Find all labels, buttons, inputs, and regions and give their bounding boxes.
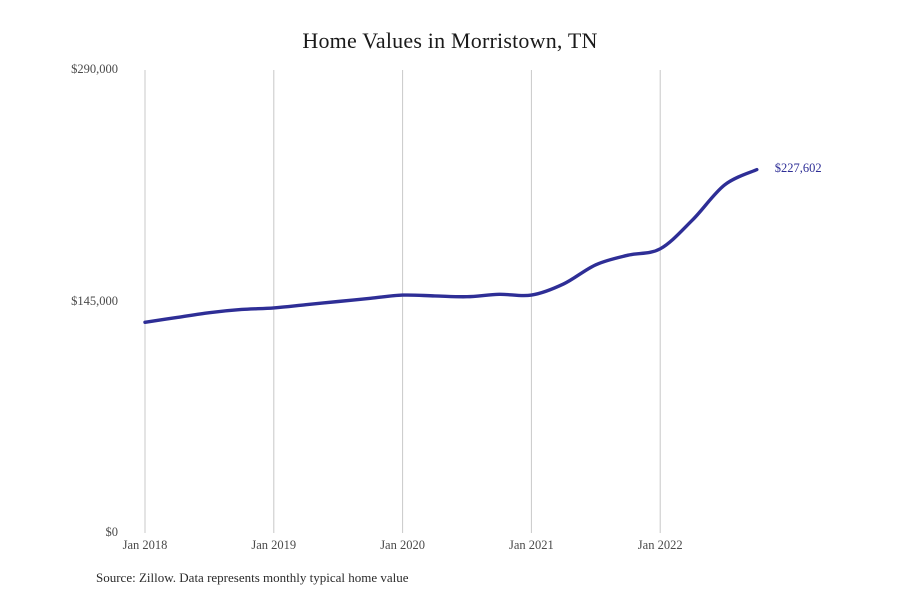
gridlines-group <box>144 70 661 533</box>
x-axis-tick-label: Jan 2019 <box>251 538 297 552</box>
value-line-series <box>143 167 759 324</box>
x-axis-tick-label: Jan 2018 <box>122 538 168 552</box>
x-axis-tick-label: Jan 2020 <box>380 538 425 552</box>
x-axis-tick-label: Jan 2021 <box>508 538 554 552</box>
y-axis-tick-label: $290,000 <box>71 62 118 76</box>
y-axis-tick-label: $145,000 <box>71 293 118 308</box>
series-end-value-label: $227,602 <box>774 160 822 175</box>
x-axis-tick-label: Jan 2022 <box>637 538 683 552</box>
source-note: Source: Zillow. Data represents monthly … <box>96 570 409 585</box>
page-title: Home Values in Morristown, TN <box>302 28 598 53</box>
y-axis-tick-label: $0 <box>105 525 119 539</box>
